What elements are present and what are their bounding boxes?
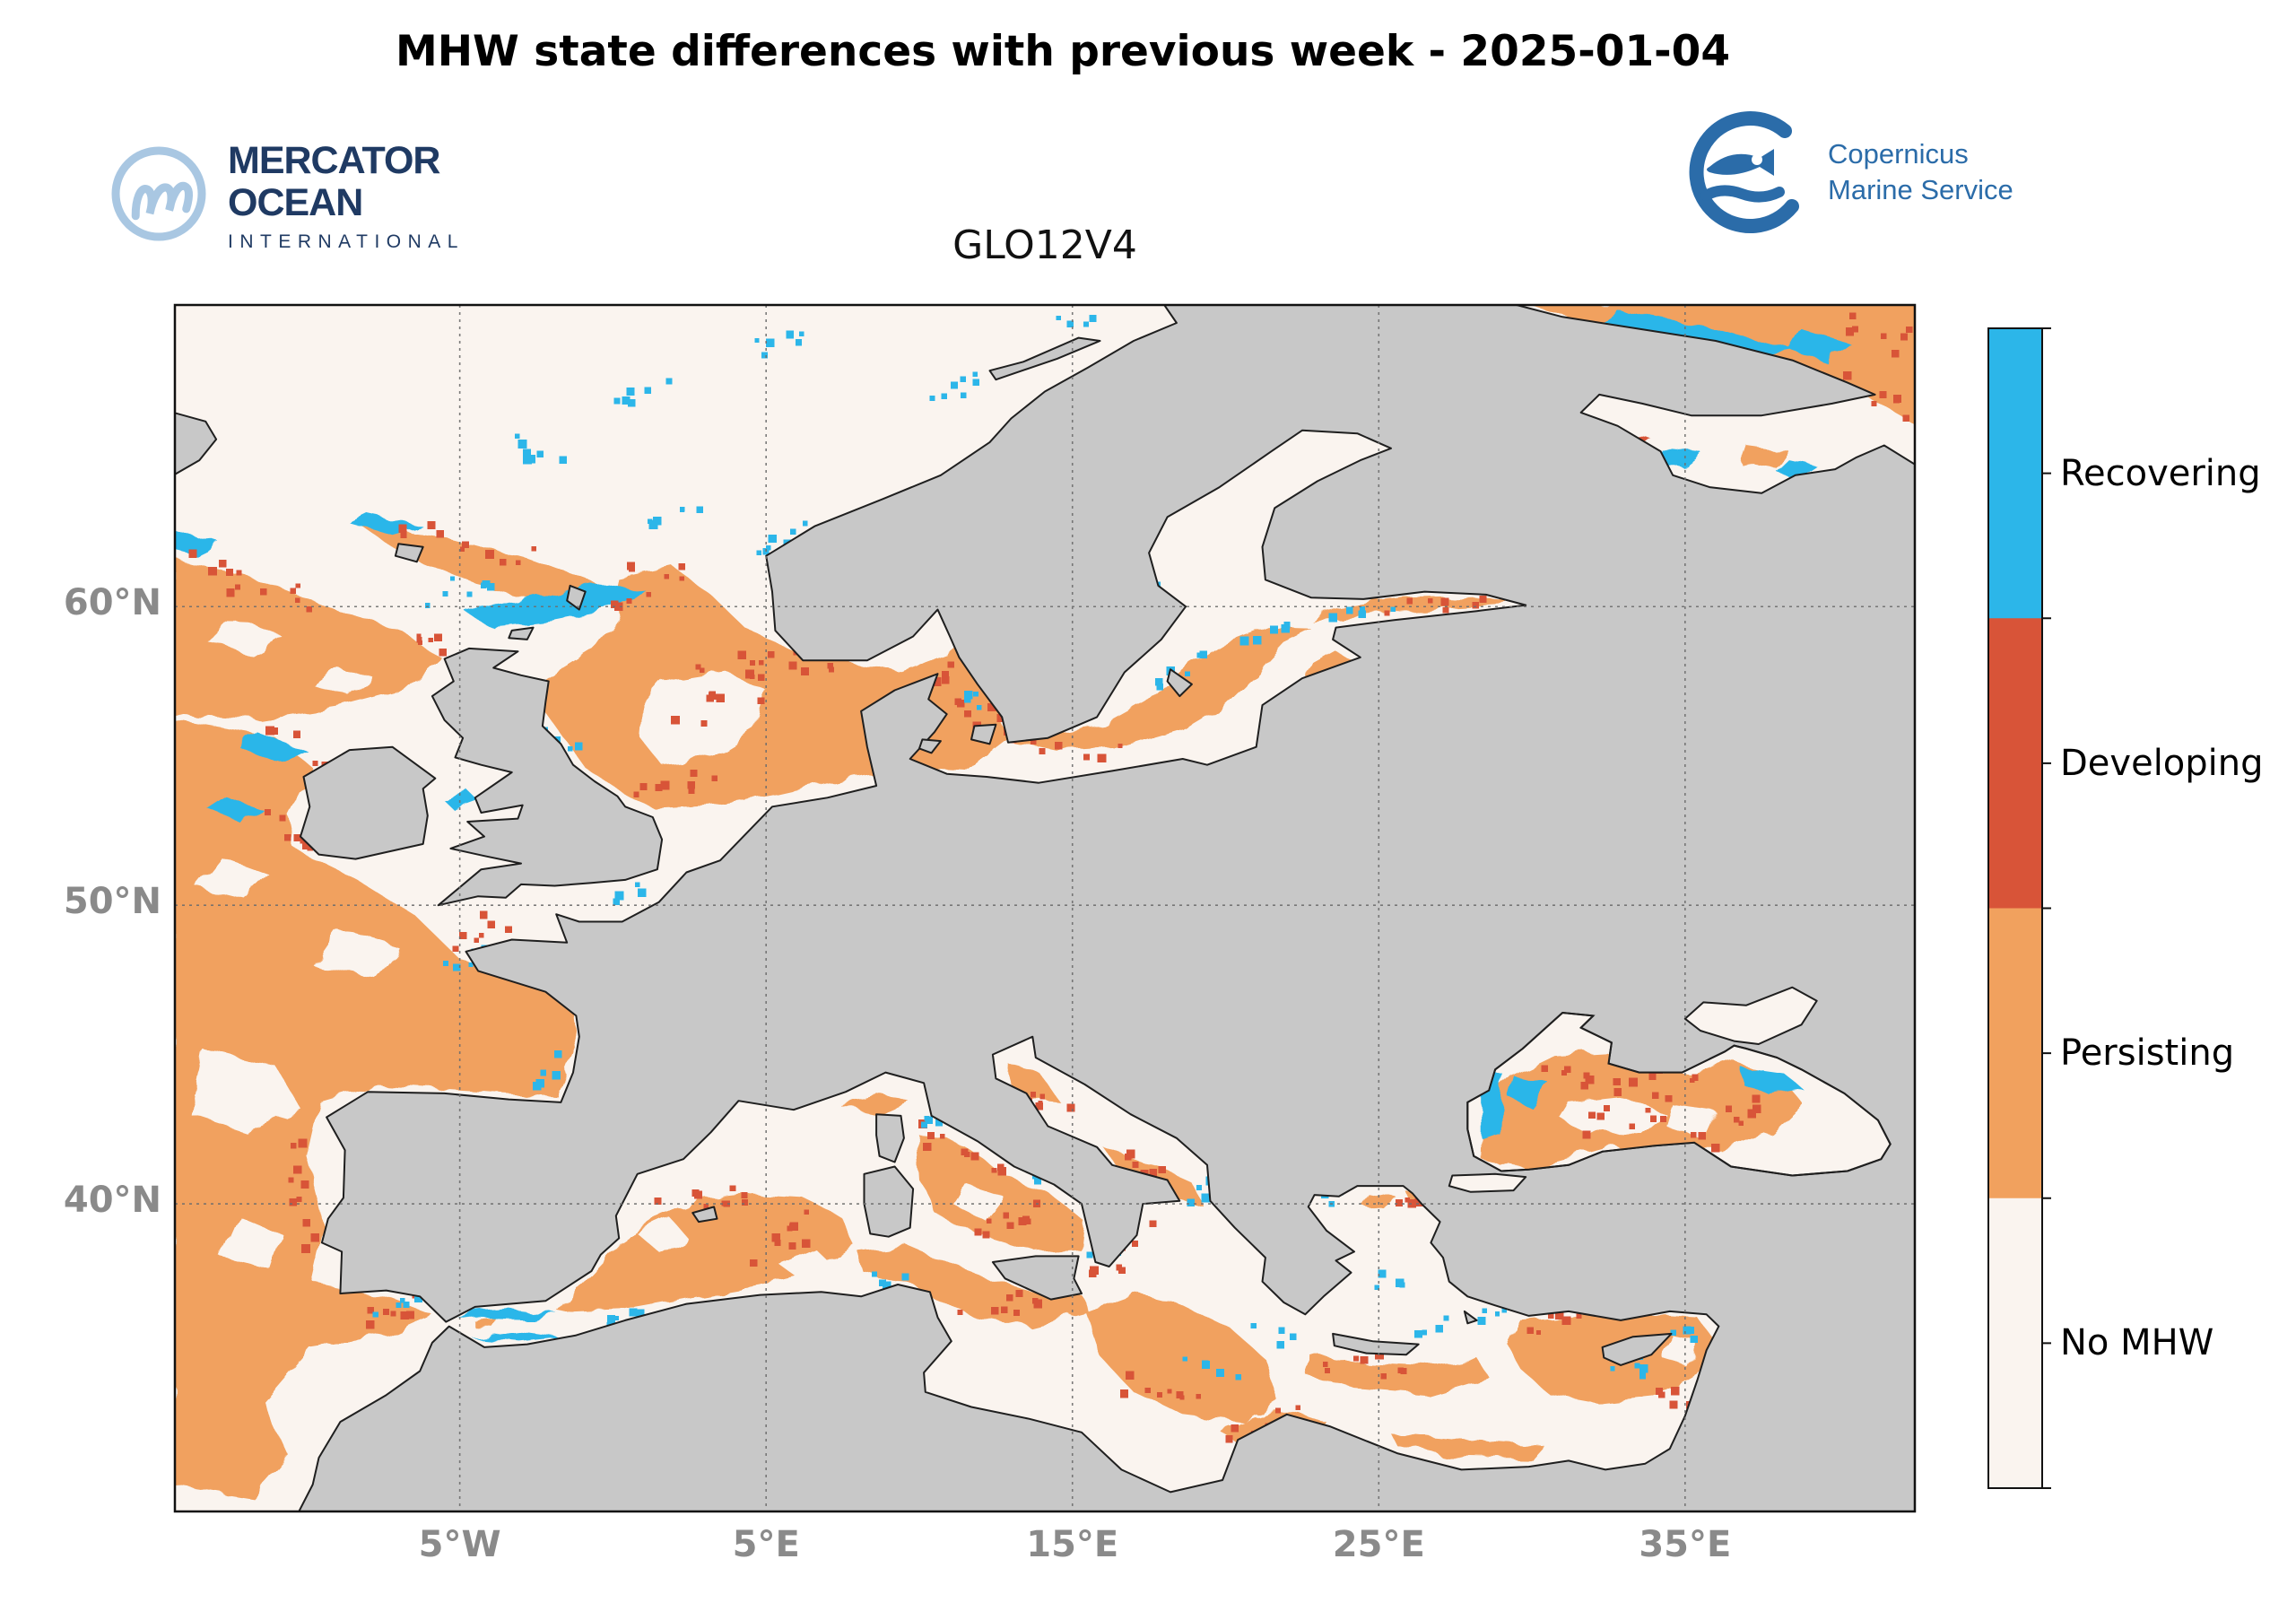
mhw-patch-blacksea-cyan-blob xyxy=(1507,1075,1551,1109)
land-sardinia xyxy=(863,1165,915,1238)
land-sicily xyxy=(991,1255,1083,1301)
mhw-patch-ionian xyxy=(1084,1293,1278,1423)
y-axis-label-60°N: 60°N xyxy=(63,582,161,624)
mercator-line1: MERCATOR xyxy=(228,139,440,182)
mhw-patch-cyan-irish-sea xyxy=(441,788,479,810)
mhw-patch-cyan-barents-blob xyxy=(1789,328,1851,362)
land-shetland xyxy=(566,584,587,611)
land-faroe xyxy=(394,543,424,563)
mhw-patch-egypt-coast xyxy=(1391,1433,1544,1459)
land-cyprus xyxy=(1601,1332,1673,1366)
mhw-patch-blacksea-hole-2 xyxy=(1666,1105,1716,1138)
mercator-ocean-logo: MERCATOR OCEAN INTERNATIONAL xyxy=(106,124,465,258)
mhw-patch-faroe-shetland xyxy=(361,526,601,604)
mhw-patch-cyan-barents-band xyxy=(1599,310,1796,359)
mhw-patch-sicily-strait xyxy=(857,1245,1088,1327)
sea-sea-of-marmara xyxy=(1448,1172,1527,1193)
x-axis-label-35°E: 35°E xyxy=(1639,1524,1732,1565)
mhw-patch-hole-atl-3 xyxy=(312,928,399,978)
sea-sea-of-azov xyxy=(1683,986,1818,1045)
mhw-patch-cyan-w-ireland-1 xyxy=(239,732,307,762)
mhw-patch-baltic-south xyxy=(1008,627,1312,752)
mhw-patch-atlantic-main xyxy=(175,720,577,1497)
legend-label-developing: Developing xyxy=(2060,742,2264,784)
mhw-patch-hole-atl-1 xyxy=(190,1049,300,1133)
land-eurasia-africa xyxy=(298,305,1915,1511)
mhw-patch-hole-northsea xyxy=(640,669,767,765)
copernicus-fish-icon xyxy=(1689,111,1799,234)
x-axis-label-5°W: 5°W xyxy=(418,1524,501,1565)
mhw-patch-ligurian xyxy=(839,1093,910,1115)
copernicus-line1: Copernicus xyxy=(1828,138,1969,170)
mhw-patch-cyan-scotland-band xyxy=(465,582,650,628)
mhw-patch-blacksea-cyan-ne xyxy=(1740,1066,1805,1097)
land-fyn xyxy=(918,738,942,754)
mhw-patch-cyan-w-ireland-2 xyxy=(208,797,264,822)
land-crete xyxy=(1332,1332,1420,1356)
mhw-patch-cyan-alboran-s xyxy=(472,1332,564,1343)
mhw-patch-hole-med-2 xyxy=(778,1249,834,1282)
copernicus-line2: Marine Service xyxy=(1828,174,2013,205)
mercator-emblem-icon xyxy=(111,146,206,241)
mhw-patch-hole-atl-4 xyxy=(196,857,270,900)
land-orkney xyxy=(508,626,535,640)
land-great-britain xyxy=(430,647,664,907)
x-axis-label-5°E: 5°E xyxy=(732,1524,800,1565)
mhw-patch-aegean-north-1 xyxy=(1360,1191,1397,1210)
mhw-patch-adriatic-mid xyxy=(1004,1060,1061,1102)
mhw-patch-atlantic-nw xyxy=(175,559,442,720)
map-frame xyxy=(173,303,1917,1513)
mhw-patch-cyan-topleft xyxy=(175,529,222,556)
mhw-patch-hole-nw-1 xyxy=(208,618,283,655)
mercator-line3: INTERNATIONAL xyxy=(228,231,465,252)
mhw-patch-cyan-alboran-n xyxy=(453,1308,558,1320)
mhw-patch-hole-levant xyxy=(1660,1335,1700,1369)
legend-label-recovering: Recovering xyxy=(2060,452,2261,494)
y-axis-label-50°N: 50°N xyxy=(63,881,161,923)
mhw-patch-hole-nw-2 xyxy=(312,666,374,697)
mhw-patch-west-med xyxy=(557,1195,856,1311)
land-corsica xyxy=(875,1113,905,1163)
mhw-patch-tyrrhenian xyxy=(916,1132,1082,1252)
mhw-patch-hole-atl-2 xyxy=(221,1215,283,1270)
land-iceland-corner xyxy=(175,412,218,475)
land-gotland xyxy=(1166,668,1193,698)
land-mallorca xyxy=(691,1206,718,1224)
x-axis-label-25°E: 25°E xyxy=(1332,1524,1425,1565)
land-zealand xyxy=(970,723,997,745)
colorbar-segment-no-mhw xyxy=(1988,1198,2042,1489)
land-ireland xyxy=(300,745,437,860)
colorbar-segment-developing xyxy=(1988,618,2042,909)
mhw-patch-hole-med-1 xyxy=(637,1218,687,1252)
mhw-patch-crete-south xyxy=(1305,1355,1490,1396)
legend-label-persisting: Persisting xyxy=(2060,1032,2235,1075)
model-subtitle: GLO12V4 xyxy=(952,222,1137,268)
mercator-line2: OCEAN xyxy=(228,181,363,224)
legend-label-no-mhw: No MHW xyxy=(2060,1322,2214,1364)
mhw-patch-blacksea-hole-1 xyxy=(1559,1096,1667,1136)
copernicus-logo: Copernicus Marine Service xyxy=(1670,100,2013,244)
figure-title: MHW state differences with previous week… xyxy=(395,27,1731,76)
x-axis-label-15°E: 15°E xyxy=(1026,1524,1119,1565)
colorbar-segment-recovering xyxy=(1988,328,2042,619)
y-axis-label-40°N: 40°N xyxy=(63,1180,161,1222)
colorbar-segment-persisting xyxy=(1988,908,2042,1199)
mhw-patch-alboran-orange xyxy=(474,1319,497,1328)
mhw-patch-cyan-white-sea-2 xyxy=(1777,460,1817,479)
mhw-patch-white-sea-orange-2 xyxy=(1740,445,1789,470)
land-rhodes xyxy=(1463,1310,1478,1325)
